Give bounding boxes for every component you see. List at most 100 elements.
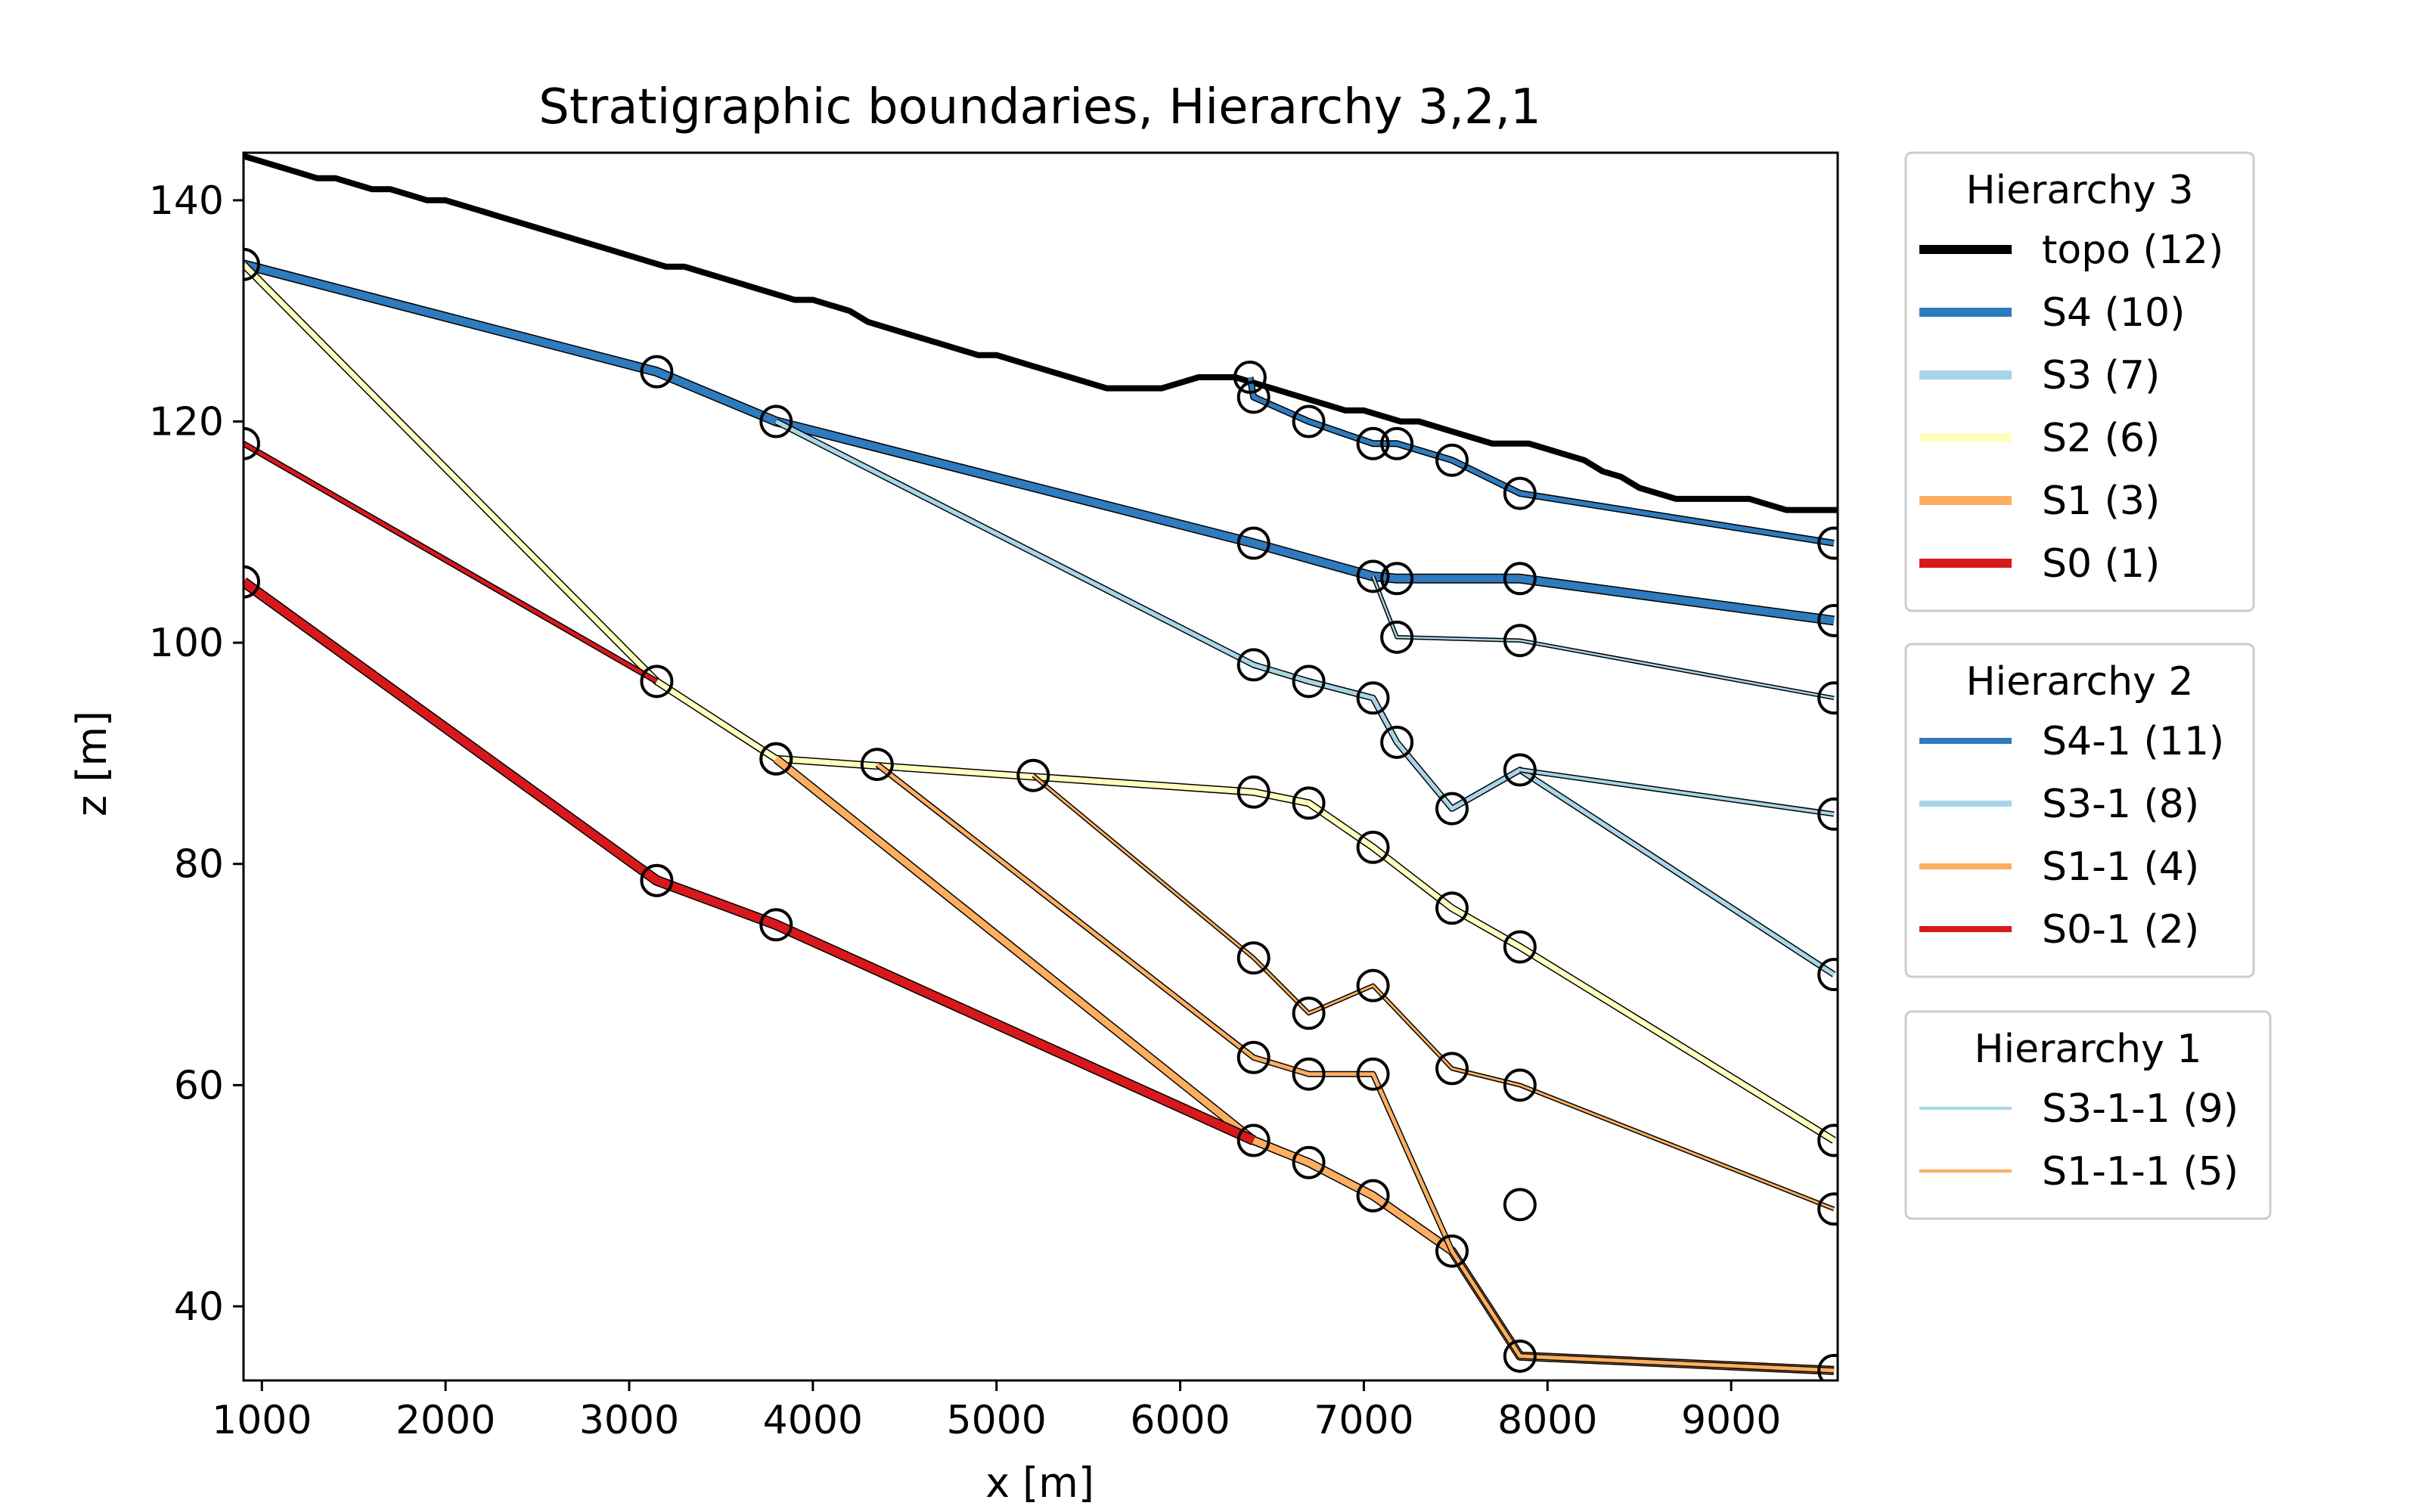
plot-contents	[244, 153, 1838, 1380]
data-point-marker	[1356, 1179, 1390, 1213]
data-point-marker	[1503, 1339, 1537, 1373]
plot-area	[242, 151, 1839, 1382]
plot-frame	[242, 151, 1839, 1382]
legend-title: Hierarchy 2	[1966, 659, 2194, 705]
y-axis: 40 60 80 100 120 140	[149, 178, 244, 1330]
data-point-marker	[1817, 526, 1838, 560]
legends: Hierarchy 3 topo (12) S4 (10) S3 (7) S2 (6) S…	[1904, 151, 2272, 1220]
legend-entry-label: S1-1-1 (5)	[2042, 1149, 2238, 1194]
data-point-marker	[1292, 996, 1326, 1030]
y-tick-label: 140	[149, 178, 224, 224]
data-point-marker	[640, 355, 674, 389]
legend-frame	[1904, 1010, 2272, 1220]
legend-box-1: Hierarchy 3 topo (12) S4 (10) S3 (7) S2 (6) S…	[1904, 151, 2255, 612]
x-tick-label: 9000	[1681, 1398, 1781, 1443]
legend-entry-label: S3-1 (8)	[2042, 782, 2199, 827]
data-point-marker	[1503, 476, 1537, 510]
series-line-s3-1-8	[1519, 768, 1835, 816]
data-point-marker	[1356, 559, 1390, 593]
data-point-marker	[1380, 426, 1414, 460]
data-point-marker	[1435, 792, 1469, 826]
x-tick-label: 8000	[1497, 1398, 1597, 1443]
x-tick-label: 5000	[947, 1398, 1047, 1443]
y-tick-label: 100	[149, 621, 224, 666]
legend-entry-label: S4-1 (11)	[2042, 719, 2224, 764]
data-point-marker	[1503, 930, 1537, 964]
series-line-s0-1-2	[244, 442, 658, 683]
data-point-marker	[1503, 1068, 1537, 1102]
data-point-marker	[1292, 404, 1326, 438]
data-point-marker	[1292, 1145, 1326, 1179]
y-tick-label: 120	[149, 400, 224, 445]
y-tick-label: 80	[174, 842, 224, 888]
data-point-marker	[1356, 830, 1390, 864]
data-point-marker	[1236, 941, 1270, 975]
legend-frame	[1904, 643, 2255, 978]
series-outline-s2-6	[244, 262, 1836, 1144]
data-point-marker	[1503, 753, 1537, 787]
x-tick-label: 7000	[1314, 1398, 1413, 1443]
data-point-marker	[1817, 797, 1838, 831]
data-point-marker	[1356, 968, 1390, 1002]
data-point-marker	[1236, 380, 1270, 414]
x-axis-label: x [m]	[985, 1459, 1094, 1507]
series-outline-s1-1-4	[875, 761, 1835, 1374]
data-point-marker	[1817, 958, 1838, 992]
series-line-s2-6	[244, 262, 1835, 1143]
series-outline-s1-3	[773, 755, 1835, 1375]
legend-entry-label: topo (12)	[2042, 228, 2223, 273]
series-line-s3-7	[775, 420, 1835, 977]
series-line-s1-3	[774, 756, 1835, 1374]
data-point-marker	[1236, 1040, 1270, 1074]
series-outline-s1-1-1-5	[1032, 773, 1835, 1211]
data-point-marker	[1380, 725, 1414, 759]
data-point-marker	[1817, 1123, 1838, 1157]
legend-entry-label: S1-1 (4)	[2042, 844, 2199, 890]
data-point-marker	[1236, 648, 1270, 682]
data-point-marker	[860, 748, 894, 782]
data-point-marker	[1817, 1192, 1838, 1226]
legend-entry-label: S2 (6)	[2042, 416, 2160, 461]
legend-entry-label: S3-1-1 (9)	[2042, 1086, 2238, 1132]
series-line-s4-10	[244, 260, 1835, 624]
data-point-marker	[1503, 562, 1537, 596]
data-point-marker	[1817, 603, 1838, 637]
data-point-marker	[640, 665, 674, 699]
x-tick-label: 4000	[763, 1398, 863, 1443]
data-point-marker	[244, 565, 260, 599]
x-axis: 1000 2000 3000 4000 5000 6000 7000 8000 9000	[212, 1380, 1781, 1443]
x-tick-label: 6000	[1130, 1398, 1230, 1443]
x-tick-label: 2000	[396, 1398, 495, 1443]
data-point-marker	[244, 247, 260, 281]
data-point-marker	[640, 863, 674, 897]
chart-title: Stratigraphic boundaries, Hierarchy 3,2,…	[538, 79, 1541, 135]
data-point-marker	[1356, 426, 1390, 460]
series-line-s1-1-4	[876, 763, 1835, 1373]
series-line-s3-1-1-9	[1372, 575, 1835, 699]
series-line-s1-1-1-5	[1032, 774, 1835, 1210]
x-tick-label: 1000	[212, 1398, 312, 1443]
data-point-marker	[1292, 665, 1326, 699]
data-point-marker	[1292, 786, 1326, 820]
data-point-marker	[1356, 1057, 1390, 1091]
legend-entry-label: S4 (10)	[2042, 290, 2185, 336]
legend-title: Hierarchy 1	[1975, 1027, 2202, 1072]
y-tick-label: 60	[174, 1063, 224, 1108]
data-point-marker	[1435, 1234, 1469, 1268]
x-tick-label: 3000	[579, 1398, 679, 1443]
data-point-marker	[759, 404, 793, 438]
legend-entry-label: S3 (7)	[2042, 353, 2160, 398]
series-outline-s4-10	[244, 259, 1835, 626]
data-point-marker	[1356, 681, 1390, 715]
data-point-marker	[1380, 620, 1414, 654]
series-outline-s0-1	[244, 578, 1256, 1145]
legend-box-2: Hierarchy 2 S4-1 (11) S3-1 (8) S1-1 (4) S0-1…	[1904, 643, 2255, 978]
series-line-topo-12	[244, 153, 1838, 513]
legend-box-3: Hierarchy 1 S3-1-1 (9) S1-1-1 (5)	[1904, 1010, 2272, 1220]
data-point-marker	[1435, 891, 1469, 925]
data-point-marker	[1503, 1188, 1537, 1222]
data-point-marker	[759, 908, 793, 942]
legend-entry-label: S1 (3)	[2042, 479, 2160, 524]
y-tick-label: 40	[174, 1284, 224, 1330]
